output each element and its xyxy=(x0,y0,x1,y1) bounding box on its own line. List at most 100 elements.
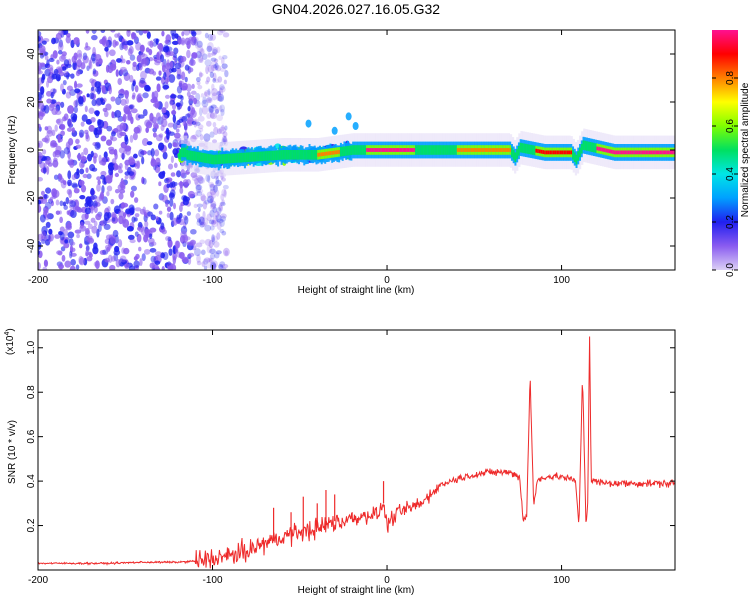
noise-speckle xyxy=(86,200,91,206)
ridge-band xyxy=(577,151,580,161)
noise-speckle xyxy=(47,64,54,72)
ridge-band xyxy=(285,150,288,160)
noise-speckle xyxy=(93,220,98,227)
noise-speckle xyxy=(118,168,123,174)
ridge-band xyxy=(526,144,529,154)
noise-speckle xyxy=(111,131,116,137)
noise-speckle xyxy=(180,71,186,81)
ridge-band xyxy=(224,153,227,164)
noise-speckle xyxy=(208,105,214,114)
noise-speckle xyxy=(169,99,174,107)
noise-speckle xyxy=(42,266,48,270)
ridge-band xyxy=(310,150,313,160)
noise-speckle xyxy=(142,206,146,214)
snr-panel: (x104) -200 -100 0 100 0.2 0.4 0.6 0.8 1.0 Heigh… xyxy=(4,328,676,596)
noise-speckle xyxy=(122,113,127,123)
noise-speckle xyxy=(149,262,155,269)
noise-speckle xyxy=(219,201,223,211)
noise-speckle xyxy=(197,176,204,184)
noise-speckle xyxy=(91,225,98,234)
noise-speckle xyxy=(165,46,173,52)
noise-speckle xyxy=(91,30,97,34)
spectrogram-x-tick-label: 0 xyxy=(384,275,390,286)
ridge-band xyxy=(222,154,225,164)
spectrogram-x-axis-label: Height of straight line (km) xyxy=(298,285,415,296)
noise-speckle xyxy=(139,77,146,84)
noise-speckle xyxy=(74,88,81,94)
noise-speckle xyxy=(96,176,101,181)
ridge-peak xyxy=(669,150,672,155)
ridge-peak xyxy=(620,150,623,155)
noise-speckle xyxy=(84,105,88,113)
ridge-band xyxy=(270,150,273,161)
noise-speckle xyxy=(193,119,198,128)
noise-speckle xyxy=(190,228,197,235)
noise-speckle xyxy=(120,202,124,210)
noise-speckle xyxy=(68,199,74,204)
noise-speckle xyxy=(95,213,102,221)
noise-speckle xyxy=(121,259,127,265)
noise-speckle xyxy=(209,112,215,119)
noise-speckle xyxy=(114,110,122,118)
noise-speckle xyxy=(155,216,159,222)
snr-y-axis-label: SNR (10 * v/v) xyxy=(7,420,18,484)
ridge-peak xyxy=(380,148,383,152)
noise-speckle xyxy=(97,179,101,185)
noise-speckle xyxy=(139,258,143,267)
noise-speckle xyxy=(217,218,224,224)
noise-speckle xyxy=(127,234,135,240)
noise-speckle xyxy=(195,77,201,83)
noise-speckle xyxy=(126,225,134,232)
noise-speckle xyxy=(76,153,82,160)
noise-speckle xyxy=(95,260,100,270)
noise-speckle xyxy=(80,121,85,127)
noise-speckle xyxy=(156,52,160,61)
noise-speckle xyxy=(102,97,107,103)
ridge-peak xyxy=(387,148,390,152)
ridge-peak xyxy=(631,150,634,155)
ridge-peak xyxy=(381,148,384,152)
noise-speckle xyxy=(75,264,80,270)
ridge-peak xyxy=(465,148,468,152)
ridge-peak xyxy=(615,150,618,155)
noise-speckle xyxy=(114,245,120,253)
noise-speckle xyxy=(219,67,226,72)
noise-speckle xyxy=(38,102,45,110)
noise-speckle xyxy=(119,255,127,263)
noise-speckle xyxy=(108,149,116,155)
noise-speckle xyxy=(206,213,212,222)
noise-speckle xyxy=(100,174,106,180)
noise-speckle xyxy=(188,95,195,101)
noise-speckle xyxy=(52,88,56,94)
ridge-peak xyxy=(407,148,410,152)
ridge-band xyxy=(587,141,590,152)
ridge-peak xyxy=(559,150,562,155)
noise-speckle xyxy=(191,52,198,59)
noise-speckle xyxy=(206,191,213,199)
noise-speckle xyxy=(109,264,116,270)
noise-speckle xyxy=(216,91,221,96)
ridge-peak xyxy=(463,148,466,152)
noise-speckle xyxy=(195,184,202,194)
noise-speckle xyxy=(93,261,99,267)
noise-speckle xyxy=(139,52,146,58)
noise-speckle xyxy=(221,124,225,132)
ridge-peak xyxy=(537,149,540,153)
ridge-peak xyxy=(619,150,622,155)
ridge-peak xyxy=(610,149,613,154)
noise-speckle xyxy=(191,83,195,89)
noise-speckle xyxy=(85,245,90,251)
noise-speckle xyxy=(69,265,76,270)
noise-speckle xyxy=(218,264,224,270)
ridge-peak xyxy=(366,148,369,152)
ridge-band xyxy=(512,150,515,160)
noise-speckle xyxy=(145,121,153,129)
noise-speckle xyxy=(137,114,145,119)
noise-speckle xyxy=(64,239,69,244)
noise-speckle xyxy=(194,121,201,126)
noise-speckle xyxy=(83,147,89,156)
noise-speckle xyxy=(214,252,220,259)
noise-speckle xyxy=(76,83,83,88)
noise-speckle xyxy=(197,115,205,122)
